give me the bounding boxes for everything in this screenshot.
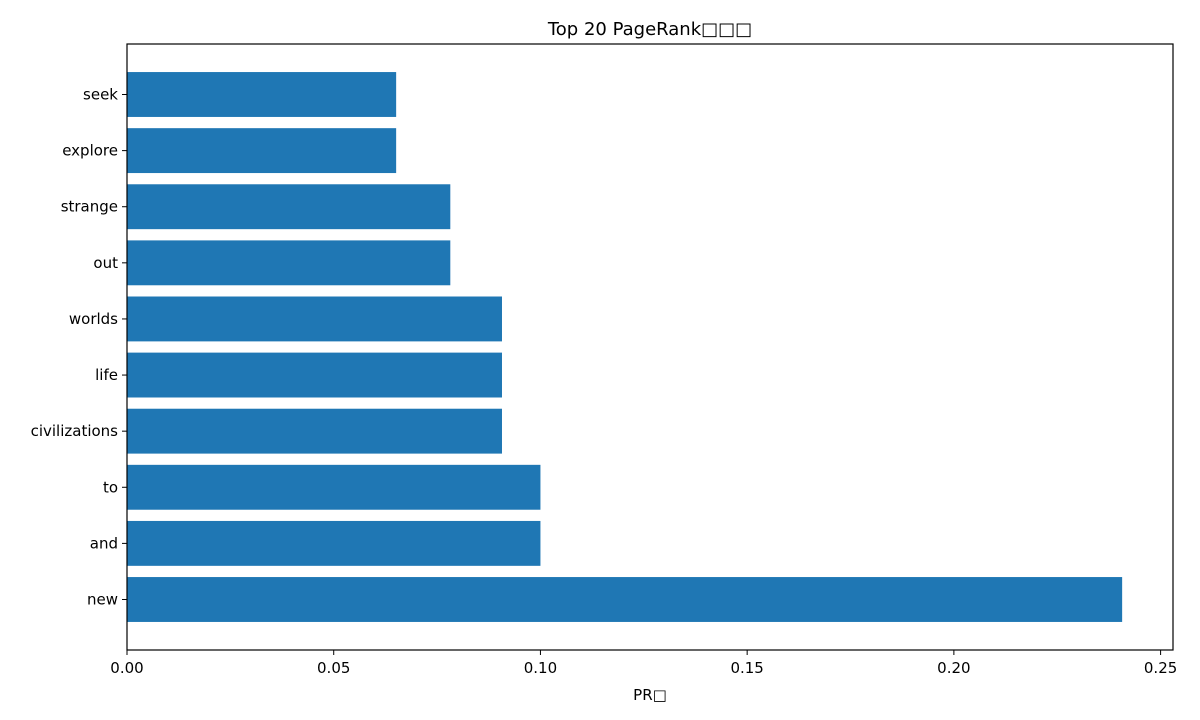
bar-civilizations xyxy=(127,408,502,454)
bar-explore xyxy=(127,128,397,174)
bar-and xyxy=(127,520,541,566)
x-ticks-layer: 0.00 0.05 0.10 0.15 0.20 0.25 xyxy=(110,650,1177,677)
x-tick-label: 0.20 xyxy=(937,659,970,677)
y-tick-label: worlds xyxy=(69,310,118,328)
y-tick-label: new xyxy=(87,591,118,609)
bar-life xyxy=(127,352,502,398)
x-axis-label: PR□ xyxy=(633,686,667,704)
x-tick-label: 0.10 xyxy=(524,659,557,677)
bar-out xyxy=(127,240,451,286)
y-tick-label: strange xyxy=(61,198,118,216)
bar-strange xyxy=(127,184,451,230)
y-tick-label: to xyxy=(103,478,118,496)
bars-layer xyxy=(127,72,1123,622)
bar-seek xyxy=(127,72,397,117)
y-tick-label: civilizations xyxy=(31,422,119,440)
plot-frame xyxy=(126,43,1174,651)
chart-title: Top 20 PageRank□□□ xyxy=(547,19,752,40)
bar-to xyxy=(127,464,541,510)
y-tick-label: seek xyxy=(83,86,118,104)
bar-worlds xyxy=(127,296,502,342)
x-tick-label: 0.05 xyxy=(317,659,350,677)
y-tick-label: life xyxy=(95,366,118,384)
y-tick-label: explore xyxy=(62,142,118,160)
y-tick-label: and xyxy=(90,534,118,552)
y-tick-label: out xyxy=(93,254,118,272)
x-tick-label: 0.00 xyxy=(110,659,143,677)
y-ticks-layer: new and to civilizations life worlds out strang… xyxy=(31,86,127,609)
bar-new xyxy=(127,577,1123,622)
x-tick-label: 0.25 xyxy=(1144,659,1177,677)
x-tick-label: 0.15 xyxy=(730,659,763,677)
